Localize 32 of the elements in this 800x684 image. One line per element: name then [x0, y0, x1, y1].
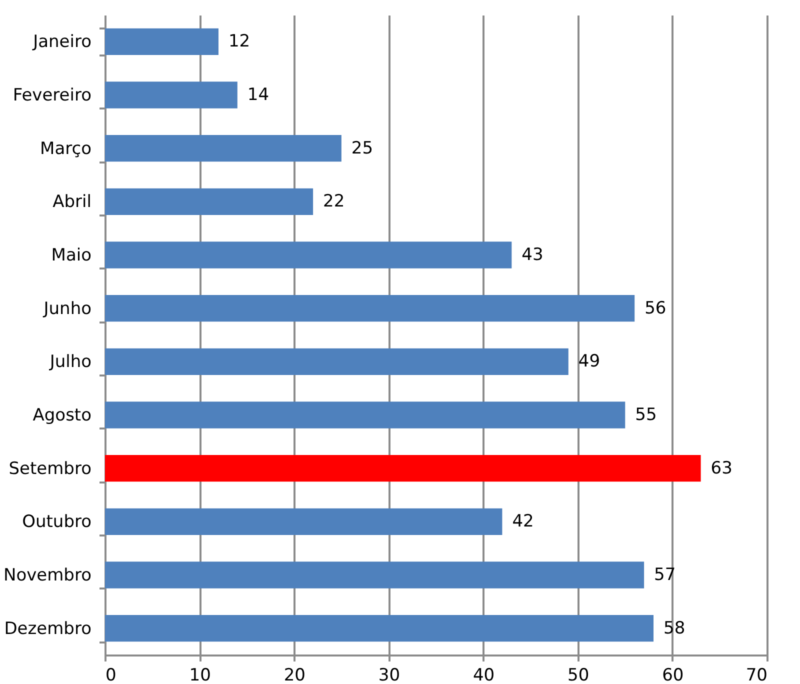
- data-label: 14: [247, 85, 270, 105]
- x-tick-label: 70: [746, 666, 768, 684]
- data-label: 57: [654, 565, 676, 585]
- y-tick-label: Setembro: [8, 458, 92, 479]
- x-tick-label: 10: [189, 666, 211, 684]
- data-label: 43: [522, 245, 544, 265]
- x-tick-label: 60: [662, 666, 684, 684]
- y-tick-label: Abril: [52, 192, 92, 212]
- data-label: 42: [512, 512, 534, 532]
- y-tick-label: Maio: [51, 246, 92, 266]
- data-label: 58: [664, 618, 686, 638]
- x-tick-label: 40: [472, 666, 495, 684]
- y-tick-label: Julho: [48, 352, 92, 372]
- y-tick-label: Janeiro: [32, 32, 92, 52]
- data-label: 63: [710, 458, 732, 478]
- x-tick-label: 50: [568, 666, 590, 684]
- data-label: 49: [578, 352, 600, 372]
- y-tick-label: Junho: [42, 298, 92, 319]
- data-label: 25: [351, 138, 374, 158]
- data-label: 22: [323, 192, 345, 212]
- y-tick-label: Agosto: [32, 406, 92, 426]
- data-label: 12: [228, 32, 250, 52]
- x-tick-label: 0: [106, 666, 116, 684]
- y-tick-label: Dezembro: [4, 618, 92, 639]
- data-label: 55: [635, 405, 657, 425]
- data-label: 56: [644, 298, 666, 318]
- x-tick-label: 20: [284, 666, 306, 684]
- y-tick-label: Novembro: [3, 566, 92, 586]
- y-tick-label: Março: [40, 138, 92, 159]
- y-tick-label: Fevereiro: [12, 86, 92, 106]
- y-tick-label: Outubro: [22, 512, 92, 532]
- x-tick-label: 30: [378, 666, 400, 684]
